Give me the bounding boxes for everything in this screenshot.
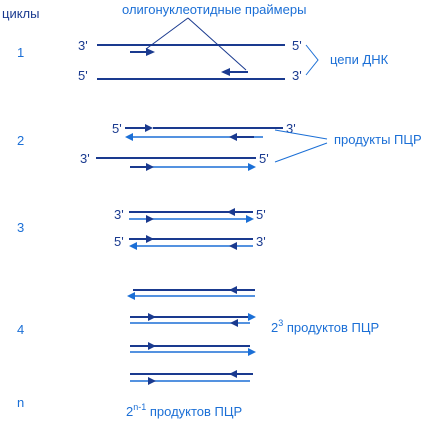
end-label-5prime: 5' [256,207,266,222]
pcr-products-pointer [274,142,328,163]
end-label-5prime: 5' [112,121,122,136]
end-label-5prime: 5' [292,38,302,53]
end-label-3prime: 3' [256,234,266,249]
strand-arrowhead [229,286,237,294]
end-label-5prime: 5' [259,151,269,166]
strand-arrowhead [229,370,237,378]
end-label-3prime: 3' [78,38,88,53]
primer-pointer-line [187,17,247,71]
cycle-number-2: 2 [17,133,24,148]
strand-arrowhead [146,215,154,223]
end-label-5prime: 5' [78,68,88,83]
cycle4-products-label: 23 продуктов ПЦР [271,318,379,335]
primers-label: олигонуклеотидные праймеры [122,2,306,17]
strand-arrowhead [129,242,137,250]
strand-arrowhead [148,377,156,385]
cycle-number-3: 3 [17,220,24,235]
strand-arrowhead [248,313,256,321]
primer-arrow-forward [130,48,155,56]
new-strand-reverse [125,133,263,141]
cycle-number-4: 4 [17,322,24,337]
cycle-number-n: n [17,395,24,410]
pcr-products-pointer [274,129,328,140]
strand-arrowhead [229,242,237,250]
strand-arrowhead [227,208,235,216]
end-label-3prime: 3' [292,68,302,83]
end-label-3prime: 3' [114,207,124,222]
end-label-5prime: 5' [114,234,124,249]
end-label-3prime: 3' [286,121,296,136]
strand-arrowhead [146,235,154,243]
primer-pointer-line [145,17,189,50]
primer-arrow-reverse [221,68,248,76]
dna-strands-bracket [305,44,319,76]
strand-arrowhead [230,319,238,327]
cycles-heading: циклы [2,6,39,21]
cycle-number-1: 1 [17,45,24,60]
strand-arrowhead [246,215,254,223]
cyclen-products-label: 2n-1 продуктов ПЦР [126,402,242,419]
strand-arrowhead [148,313,156,321]
new-strand-forward [130,163,256,171]
strand-arrowhead [148,342,156,350]
end-label-3prime: 3' [80,151,90,166]
strand-arrowhead [127,292,135,300]
pcr-product-strand [125,124,283,132]
pcr-products-label: продукты ПЦР [334,132,422,147]
strand-arrowhead [248,348,256,356]
dna-strands-label: цепи ДНК [330,52,389,67]
